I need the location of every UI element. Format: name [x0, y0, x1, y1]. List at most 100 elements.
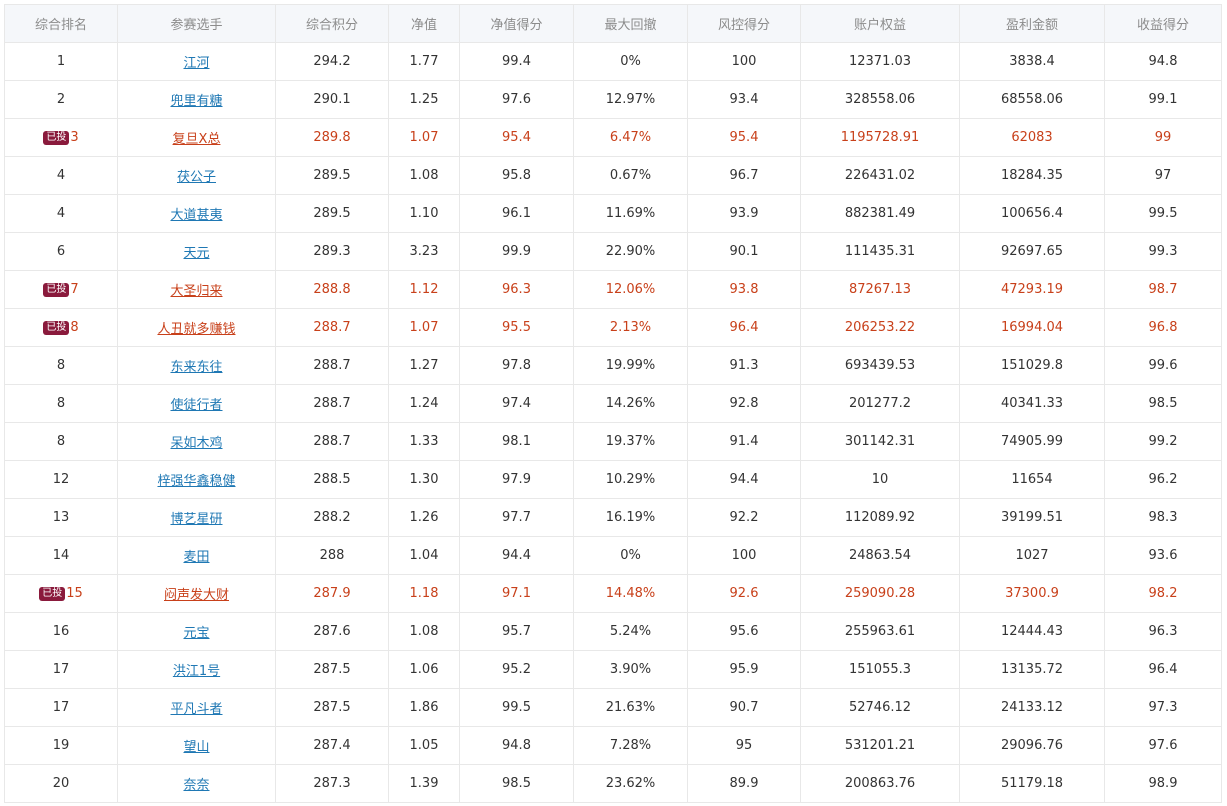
total-score-cell: 288.7: [275, 384, 389, 423]
player-cell: 平凡斗者: [117, 688, 276, 727]
return-score-cell: 98.2: [1104, 574, 1222, 613]
player-link[interactable]: 江河: [183, 56, 210, 71]
rank-value: 8: [70, 320, 79, 335]
nav-score-cell: 95.5: [459, 308, 574, 347]
header-nav: 净值: [388, 4, 460, 43]
nav-cell: 1.06: [388, 650, 460, 689]
total-score-cell: 289.3: [275, 232, 389, 271]
profit-cell: 12444.43: [959, 612, 1105, 651]
max-drawdown-cell: 0%: [573, 536, 688, 575]
player-link[interactable]: 东来东往: [170, 360, 223, 375]
invested-badge: 已投: [43, 131, 70, 145]
equity-cell: 259090.28: [800, 574, 960, 613]
equity-cell: 328558.06: [800, 80, 960, 119]
rank-cell: 已投 15: [4, 574, 118, 613]
nav-cell: 1.07: [388, 308, 460, 347]
profit-cell: 37300.9: [959, 574, 1105, 613]
header-total-score: 综合积分: [275, 4, 389, 43]
player-link[interactable]: 元宝: [183, 626, 210, 641]
nav-score-cell: 95.7: [459, 612, 574, 651]
total-score-cell: 288.7: [275, 346, 389, 385]
table-row: 14 麦田 288 1.04 94.4 0% 100 24863.54 1027 93.6: [4, 536, 1222, 575]
equity-cell: 12371.03: [800, 42, 960, 81]
total-score-cell: 287.6: [275, 612, 389, 651]
player-link[interactable]: 使徒行者: [170, 398, 223, 413]
nav-score-cell: 97.7: [459, 498, 574, 537]
player-link[interactable]: 复旦X总: [172, 132, 221, 147]
nav-score-cell: 95.2: [459, 650, 574, 689]
nav-cell: 1.07: [388, 118, 460, 157]
equity-cell: 693439.53: [800, 346, 960, 385]
player-cell: 大道甚夷: [117, 194, 276, 233]
risk-score-cell: 91.3: [687, 346, 801, 385]
rank-value: 16: [52, 624, 70, 639]
profit-cell: 3838.4: [959, 42, 1105, 81]
nav-score-cell: 95.8: [459, 156, 574, 195]
player-link[interactable]: 茯公子: [176, 170, 216, 185]
player-cell: 闷声发大财: [117, 574, 276, 613]
total-score-cell: 287.5: [275, 650, 389, 689]
max-drawdown-cell: 12.97%: [573, 80, 688, 119]
player-cell: 博艺星研: [117, 498, 276, 537]
equity-cell: 1195728.91: [800, 118, 960, 157]
total-score-cell: 288.5: [275, 460, 389, 499]
rank-cell: 12: [4, 460, 118, 499]
rank-cell: 19: [4, 726, 118, 765]
header-nav-score: 净值得分: [459, 4, 574, 43]
rank-value: 8: [56, 358, 66, 373]
invested-badge: 已投: [43, 321, 70, 335]
player-link[interactable]: 天元: [183, 246, 210, 261]
max-drawdown-cell: 3.90%: [573, 650, 688, 689]
player-cell: 元宝: [117, 612, 276, 651]
max-drawdown-cell: 14.48%: [573, 574, 688, 613]
rank-value: 4: [56, 206, 66, 221]
equity-cell: 87267.13: [800, 270, 960, 309]
player-link[interactable]: 人丑就多赚钱: [157, 322, 236, 337]
rank-value: 13: [52, 510, 70, 525]
player-link[interactable]: 兜里有糖: [170, 94, 223, 109]
header-equity: 账户权益: [800, 4, 960, 43]
rank-cell: 13: [4, 498, 118, 537]
risk-score-cell: 89.9: [687, 764, 801, 803]
rank-value: 4: [56, 168, 66, 183]
nav-cell: 1.33: [388, 422, 460, 461]
max-drawdown-cell: 21.63%: [573, 688, 688, 727]
table-row: 4 茯公子 289.5 1.08 95.8 0.67% 96.7 226431.02 18284…: [4, 156, 1222, 195]
player-link[interactable]: 大圣归来: [170, 284, 223, 299]
rank-value: 17: [52, 662, 70, 677]
player-link[interactable]: 博艺星研: [170, 512, 223, 527]
return-score-cell: 96.8: [1104, 308, 1222, 347]
player-link[interactable]: 平凡斗者: [170, 702, 223, 717]
return-score-cell: 98.7: [1104, 270, 1222, 309]
rank-value: 20: [52, 776, 70, 791]
player-link[interactable]: 梓强华鑫稳健: [157, 474, 236, 489]
player-link[interactable]: 麦田: [183, 550, 210, 565]
return-score-cell: 99: [1104, 118, 1222, 157]
nav-score-cell: 98.1: [459, 422, 574, 461]
player-cell: 人丑就多赚钱: [117, 308, 276, 347]
rank-value: 15: [66, 586, 83, 601]
risk-score-cell: 100: [687, 536, 801, 575]
nav-cell: 1.24: [388, 384, 460, 423]
nav-cell: 1.08: [388, 156, 460, 195]
player-link[interactable]: 奈奈: [183, 778, 210, 793]
max-drawdown-cell: 23.62%: [573, 764, 688, 803]
equity-cell: 301142.31: [800, 422, 960, 461]
total-score-cell: 290.1: [275, 80, 389, 119]
player-cell: 望山: [117, 726, 276, 765]
player-link[interactable]: 呆如木鸡: [170, 436, 223, 451]
rank-value: 17: [52, 700, 70, 715]
player-link[interactable]: 望山: [183, 740, 210, 755]
invested-badge: 已投: [39, 587, 66, 601]
nav-score-cell: 97.8: [459, 346, 574, 385]
nav-cell: 1.86: [388, 688, 460, 727]
header-player: 参赛选手: [117, 4, 276, 43]
player-link[interactable]: 大道甚夷: [170, 208, 223, 223]
risk-score-cell: 95: [687, 726, 801, 765]
equity-cell: 201277.2: [800, 384, 960, 423]
player-link[interactable]: 洪江1号: [172, 664, 221, 679]
player-link[interactable]: 闷声发大财: [163, 588, 229, 603]
max-drawdown-cell: 0.67%: [573, 156, 688, 195]
rank-cell: 17: [4, 650, 118, 689]
profit-cell: 74905.99: [959, 422, 1105, 461]
